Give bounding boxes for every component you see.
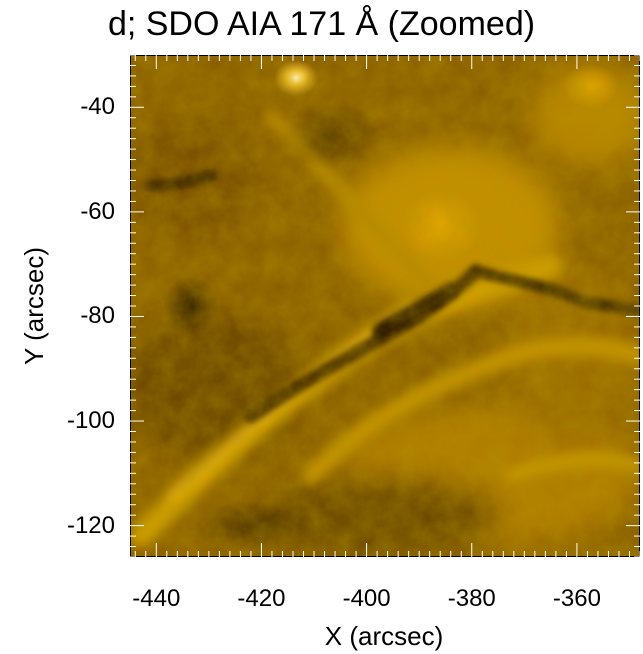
sdo-aia-171-image bbox=[131, 56, 639, 556]
x-tick-label: -380 bbox=[447, 585, 496, 612]
y-tick-label: -80 bbox=[80, 302, 115, 330]
y-tick-label: -60 bbox=[80, 197, 115, 225]
y-tick-label: -120 bbox=[66, 511, 115, 539]
solar-image-panel bbox=[130, 55, 640, 557]
y-tick-label: -100 bbox=[66, 407, 115, 435]
x-tick-label: -420 bbox=[237, 585, 286, 612]
x-tick-label: -440 bbox=[132, 585, 181, 612]
y-tick-label: -40 bbox=[80, 93, 115, 121]
y-axis-label: Y (arcsec) bbox=[19, 247, 49, 365]
x-axis-label: X (arcsec) bbox=[324, 621, 444, 651]
x-tick-label: -400 bbox=[342, 585, 391, 612]
plot-title: d; SDO AIA 171 Å (Zoomed) bbox=[107, 5, 536, 43]
x-tick-label: -360 bbox=[552, 585, 601, 612]
